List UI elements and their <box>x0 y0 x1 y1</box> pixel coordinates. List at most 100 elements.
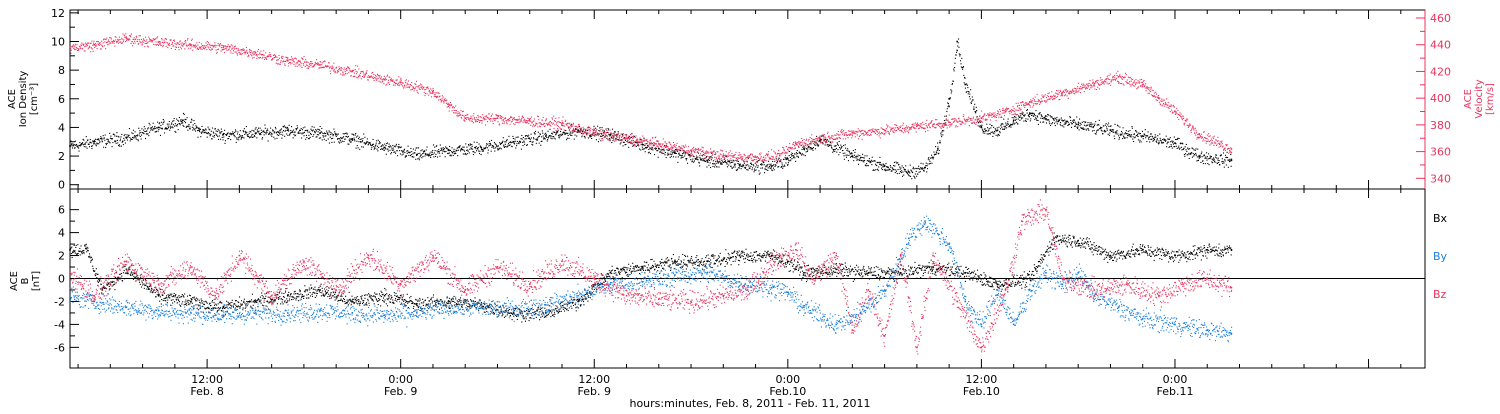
density-sample <box>234 132 235 133</box>
velocity-point <box>126 37 128 39</box>
velocity-sample <box>739 152 740 153</box>
density-sample <box>1076 124 1077 125</box>
density-sample <box>538 132 539 133</box>
density-sample <box>1055 125 1056 126</box>
velocity-sample <box>251 52 252 53</box>
velocity-sample <box>379 75 380 76</box>
density-sample <box>306 135 307 136</box>
density-sample <box>739 168 740 169</box>
velocity-sample <box>563 125 564 126</box>
density-sample <box>941 131 942 132</box>
velocity-sample <box>101 48 102 49</box>
density-sample <box>903 175 904 176</box>
density-sample <box>944 120 945 121</box>
velocity-sample <box>121 43 122 44</box>
density-sample <box>1126 130 1127 131</box>
density-sample <box>901 170 902 171</box>
velocity-sample <box>424 92 425 93</box>
density-sample <box>1145 129 1146 130</box>
density-sample <box>1201 153 1202 154</box>
density-sample <box>835 149 836 150</box>
density-sample <box>817 144 818 145</box>
density-sample <box>1064 120 1065 121</box>
velocity-sample <box>368 75 369 76</box>
density-sample <box>171 122 172 123</box>
density-sample <box>384 150 385 151</box>
velocity-sample <box>756 157 757 158</box>
velocity-sample <box>276 63 277 64</box>
density-sample <box>746 169 747 170</box>
density-sample <box>917 174 918 175</box>
density-sample <box>421 154 422 155</box>
density-sample <box>1014 116 1015 117</box>
density-sample <box>1102 133 1103 134</box>
density-sample <box>1023 112 1024 113</box>
velocity-sample <box>714 159 715 160</box>
density-sample <box>95 141 96 142</box>
density-sample <box>1053 119 1054 120</box>
density-sample <box>1071 122 1072 123</box>
velocity-sample <box>108 41 109 42</box>
velocity-sample <box>74 46 75 47</box>
density-sample <box>497 146 498 147</box>
density-sample <box>735 166 736 167</box>
velocity-sample <box>367 77 368 78</box>
density-sample <box>714 166 715 167</box>
density-sample <box>832 152 833 153</box>
velocity-sample <box>415 84 416 85</box>
velocity-sample <box>301 63 302 64</box>
density-sample <box>910 165 911 166</box>
density-sample <box>193 120 194 121</box>
velocity-sample <box>564 125 565 126</box>
velocity-sample <box>411 82 412 83</box>
density-sample <box>958 42 959 43</box>
velocity-sample <box>389 84 390 85</box>
velocity-sample <box>581 130 582 131</box>
density-point <box>1077 124 1079 126</box>
density-sample <box>1169 146 1170 147</box>
velocity-point <box>1231 148 1233 150</box>
density-sample <box>168 124 169 125</box>
density-sample <box>470 143 471 144</box>
density-sample <box>418 147 419 148</box>
velocity-sample <box>418 87 419 88</box>
density-sample <box>612 129 613 130</box>
density-sample <box>154 128 155 129</box>
density-sample <box>782 164 783 165</box>
velocity-sample <box>315 62 316 63</box>
velocity-sample <box>552 119 553 120</box>
velocity-sample <box>226 48 227 49</box>
density-sample <box>940 133 941 134</box>
velocity-sample <box>116 37 117 38</box>
density-sample <box>1010 125 1011 126</box>
density-sample <box>555 138 556 139</box>
density-sample <box>969 94 970 95</box>
velocity-sample <box>775 152 776 153</box>
density-sample <box>1033 116 1034 117</box>
density-sample <box>112 142 113 143</box>
density-sample <box>262 137 263 138</box>
velocity-sample <box>81 45 82 46</box>
velocity-sample <box>580 132 581 133</box>
velocity-sample <box>586 130 587 131</box>
density-sample <box>120 140 121 141</box>
density-sample <box>180 124 181 125</box>
density-sample <box>983 131 984 132</box>
velocity-sample <box>360 73 361 74</box>
velocity-sample <box>321 64 322 65</box>
density-sample <box>848 155 849 156</box>
velocity-sample <box>85 43 86 44</box>
velocity-sample <box>433 88 434 89</box>
velocity-sample <box>693 150 694 151</box>
density-sample <box>382 149 383 150</box>
velocity-sample <box>604 132 605 133</box>
density-sample <box>895 172 896 173</box>
velocity-sample <box>755 155 756 156</box>
velocity-sample <box>146 39 147 40</box>
density-sample <box>675 156 676 157</box>
density-sample <box>938 153 939 154</box>
velocity-sample <box>94 47 95 48</box>
density-sample <box>895 169 896 170</box>
density-sample <box>239 134 240 135</box>
